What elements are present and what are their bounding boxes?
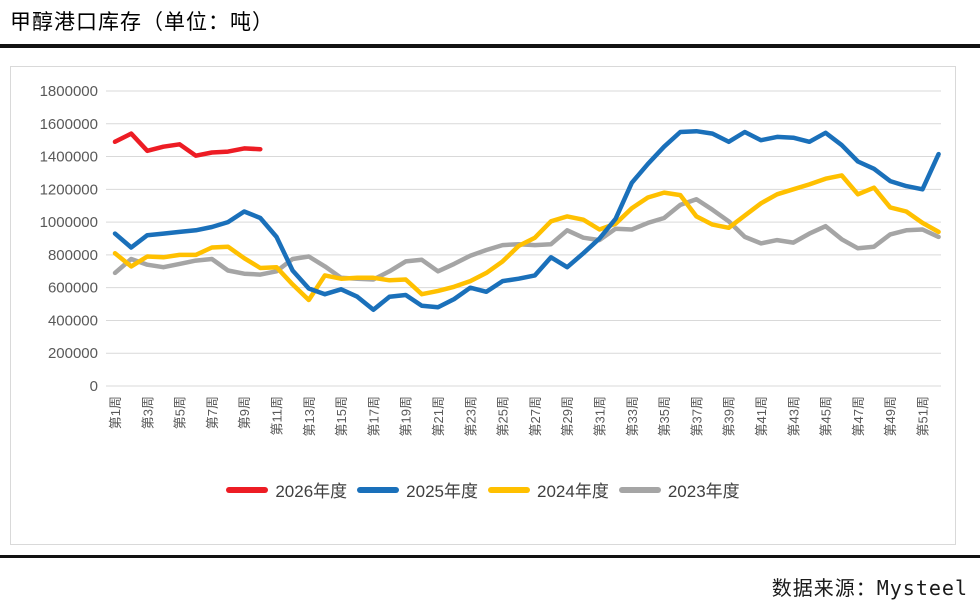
legend-item: 2025年度	[357, 477, 478, 502]
data-source-caption: 数据来源：Mysteel	[771, 576, 968, 600]
top-divider	[0, 44, 980, 48]
x-axis-tick-label: 第19周	[399, 396, 414, 436]
y-axis-tick-label: 1200000	[40, 181, 98, 198]
series-line-2026年度	[112, 131, 263, 158]
legend-swatch	[488, 486, 530, 493]
y-axis-tick-label: 1800000	[40, 83, 98, 100]
series-line-2023年度	[112, 196, 941, 282]
x-axis-tick-label: 第41周	[754, 396, 769, 436]
x-axis-tick-label: 第37周	[689, 396, 704, 436]
x-axis-tick-label: 第25周	[496, 396, 511, 436]
chart-panel: 0 200000 400000 600000 800000 1000000 1200000 1…	[10, 66, 956, 545]
y-axis-tick-label: 1000000	[40, 214, 98, 231]
y-axis-tick-label: 600000	[48, 280, 98, 297]
legend-label: 2023年度	[667, 482, 740, 501]
legend-label: 2026年度	[275, 482, 348, 501]
x-axis-tick-label: 第27周	[528, 396, 543, 436]
legend-swatch	[618, 486, 661, 493]
x-axis-tick-label: 第21周	[431, 396, 446, 436]
legend-item: 2023年度	[618, 477, 740, 502]
x-axis-tick-label: 第23周	[463, 396, 478, 436]
x-axis-tick-label: 第35周	[657, 396, 672, 436]
x-axis-tick-label: 第39周	[722, 396, 737, 436]
legend-label: 2024年度	[537, 482, 609, 501]
legend-swatch	[357, 486, 400, 493]
x-axis-tick-label: 第1周	[108, 396, 123, 429]
chart-legend: 2026年度 2025年度 2024年度 2023年度	[11, 477, 955, 502]
y-axis-tick-label: 200000	[48, 345, 98, 362]
y-axis-tick-label: 0	[90, 378, 98, 395]
x-axis-tick-label: 第15周	[334, 396, 349, 436]
x-axis-tick-label: 第3周	[140, 396, 155, 429]
x-axis-tick-label: 第9周	[237, 396, 252, 429]
x-axis-tick-label: 第5周	[173, 396, 188, 429]
x-axis-tick-label: 第11周	[270, 396, 285, 436]
x-axis-tick-label: 第7周	[205, 396, 220, 429]
x-axis-tick-label: 第31周	[593, 396, 608, 436]
series-line-2025年度	[112, 128, 941, 313]
page-title: 甲醇港口库存（单位：吨）	[10, 10, 274, 34]
y-axis-tick-label: 1600000	[40, 116, 98, 133]
x-axis-tick-label: 第33周	[625, 396, 640, 436]
y-axis-tick-label: 1400000	[40, 149, 98, 166]
line-chart: 0 200000 400000 600000 800000 1000000 1200000 1…	[40, 83, 941, 436]
y-axis-tick-label: 400000	[48, 312, 98, 329]
x-axis-tick-label: 第43周	[786, 396, 801, 436]
series-line-2024年度	[112, 173, 941, 303]
x-axis-tick-label: 第49周	[883, 396, 898, 436]
x-axis-tick-label: 第45周	[819, 396, 834, 436]
legend-label: 2025年度	[406, 482, 478, 501]
legend-swatch	[226, 486, 269, 493]
y-axis-tick-label: 800000	[48, 247, 98, 264]
bottom-divider	[0, 555, 980, 558]
x-axis-tick-label: 第13周	[302, 396, 317, 436]
x-axis-tick-label: 第47周	[851, 396, 866, 436]
x-axis-tick-label: 第51周	[916, 396, 931, 436]
legend-item: 2024年度	[488, 477, 609, 502]
legend-item: 2026年度	[226, 477, 347, 502]
x-axis-tick-label: 第29周	[560, 396, 575, 436]
x-axis-tick-label: 第17周	[366, 396, 381, 436]
